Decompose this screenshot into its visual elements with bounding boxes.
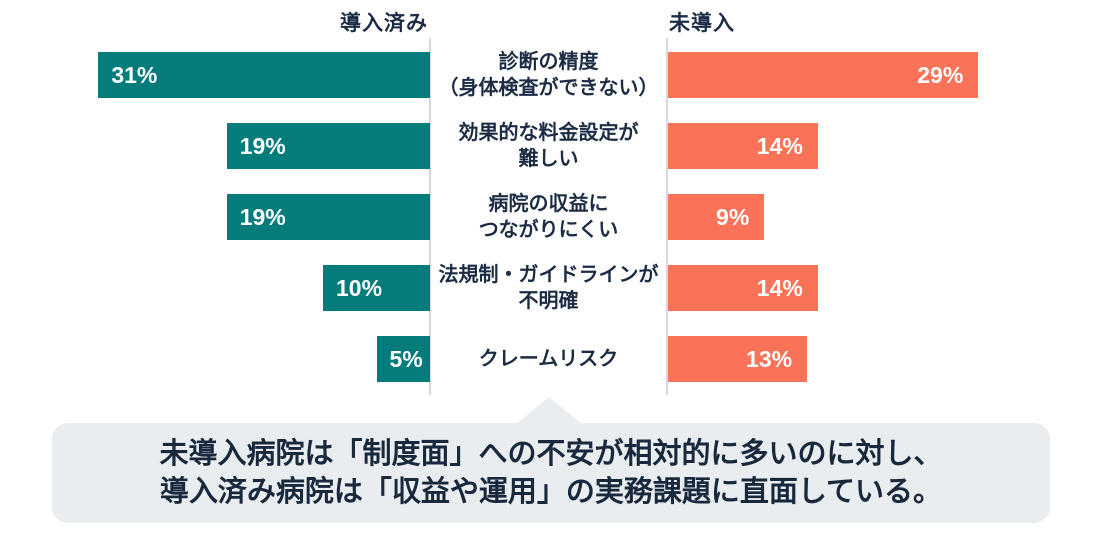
bar-value-label: 31% [111, 61, 158, 88]
bar-implemented: 10% [323, 265, 430, 311]
bar-value-label: 14% [756, 274, 803, 301]
bar-not-implemented: 13% [668, 336, 808, 382]
left-axis-line [429, 38, 431, 395]
bar-value-label: 19% [239, 203, 286, 230]
category-label: クレームリスク [478, 348, 619, 370]
bar-value-label: 9% [716, 203, 750, 230]
bar-value-label: 19% [239, 132, 286, 159]
legend-implemented-label: 導入済み [340, 12, 428, 35]
bar-not-implemented: 9% [668, 194, 765, 240]
right-axis-line [666, 38, 668, 395]
category-label: 法規制・ガイドラインが 不明確 [438, 264, 659, 312]
category-label: 診断の精度 （身体検査ができない） [438, 51, 659, 99]
bar-not-implemented: 14% [668, 265, 818, 311]
callout-pointer-icon [516, 397, 582, 424]
bar-value-label: 14% [756, 132, 803, 159]
category-label: 効果的な料金設定が 難しい [458, 122, 639, 170]
bar-value-label: 29% [917, 61, 964, 88]
bar-implemented: 31% [98, 52, 430, 98]
callout-box: 未導入病院は「制度面」への不安が相対的に多いのに対し、 導入済み病院は「収益や運… [52, 423, 1050, 523]
category-label: 病院の収益に つながりにくい [478, 193, 619, 241]
callout-line-1: 未導入病院は「制度面」への不安が相対的に多いのに対し、 [159, 438, 943, 470]
bar-value-label: 5% [389, 345, 423, 372]
bar-implemented: 5% [376, 336, 430, 382]
bar-not-implemented: 29% [668, 52, 979, 98]
bar-value-label: 10% [336, 274, 383, 301]
bar-implemented: 19% [226, 194, 430, 240]
bar-implemented: 19% [226, 123, 430, 169]
legend-not-implemented-label: 未導入 [669, 12, 735, 35]
bar-not-implemented: 14% [668, 123, 818, 169]
bar-value-label: 13% [746, 345, 793, 372]
callout-line-2: 導入済み病院は「収益や運用」の実務課題に直面している。 [159, 476, 943, 508]
